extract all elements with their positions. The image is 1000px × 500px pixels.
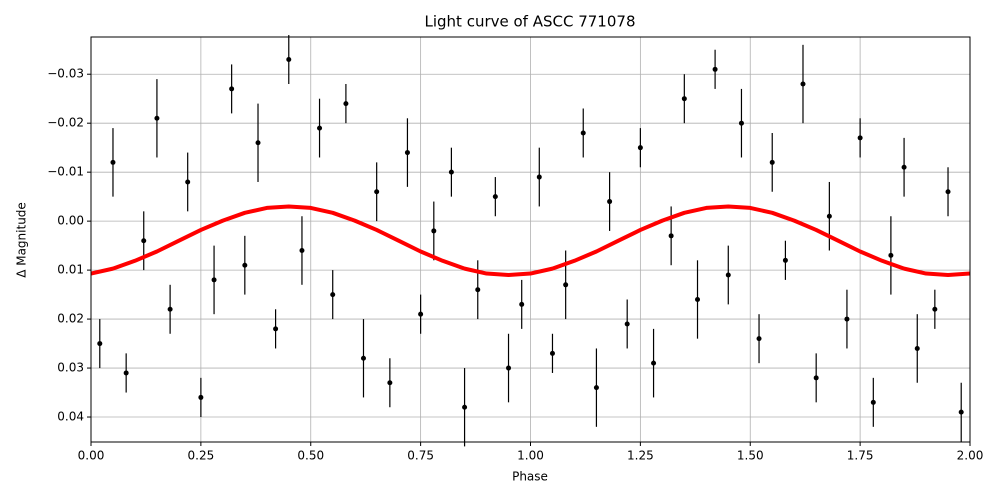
data-point [826,213,832,219]
y-tick-label: −0.01 [47,165,84,179]
binned-curve [90,204,971,278]
data-point [519,301,525,307]
data-point [448,169,454,175]
data-point [229,86,235,92]
data-point [141,238,147,244]
data-point [901,164,907,170]
data-point [242,262,248,268]
data-point [813,375,819,381]
data-point [958,409,964,415]
y-tick-label: −0.02 [47,116,84,130]
data-point [154,115,160,121]
data-point [286,57,292,63]
data-point [756,336,762,342]
x-tick-label: 1.50 [737,449,764,463]
data-point [418,311,424,317]
data-point [695,296,701,302]
data-point [549,350,555,356]
data-point [462,404,468,410]
data-point [738,120,744,126]
x-tick-label: 0.50 [297,449,324,463]
data-point [607,199,613,205]
data-point [110,159,116,165]
data-point [712,66,718,72]
grid [90,37,971,442]
data-point [800,81,806,87]
data-point [782,257,788,263]
y-tick-label: 0.03 [57,361,84,375]
data-point [844,316,850,322]
data-point [360,355,366,361]
data-point [299,248,305,254]
data-point [317,125,323,131]
y-tick-label: −0.03 [47,67,84,81]
y-tick-label: 0.00 [57,214,84,228]
data-point [343,101,349,107]
data-point [475,287,481,293]
plot-area [90,35,971,447]
data-point [255,140,261,146]
data-point [725,272,731,278]
data-point [624,321,630,327]
data-point [870,399,876,405]
data-point [681,96,687,102]
data-point [637,145,643,151]
data-point [563,282,569,288]
x-axis-label: Phase [512,470,548,484]
data-point [123,370,129,376]
data-point [330,292,336,298]
data-point [536,174,542,180]
data-point [167,306,173,312]
y-tick-label: 0.04 [57,410,84,424]
data-point [914,345,920,351]
data-point [492,194,498,200]
chart-title: Light curve of ASCC 771078 [425,13,636,31]
x-tick-label: 1.25 [627,449,654,463]
x-tick-label: 2.00 [957,449,984,463]
x-tick-label: 0.25 [188,449,215,463]
data-point [932,306,938,312]
data-point [769,159,775,165]
data-point [387,380,393,386]
data-point [580,130,586,136]
data-point [374,189,380,195]
data-point [273,326,279,332]
data-point [888,252,894,258]
x-tick-label: 1.00 [517,449,544,463]
data-point [945,189,951,195]
data-point [593,385,599,391]
data-point [97,341,103,347]
y-tick-label: 0.02 [57,312,84,326]
y-tick-label: 0.01 [57,263,84,277]
data-point [198,394,204,400]
data-point [431,228,437,234]
data-point [668,233,674,239]
data-point [185,179,191,185]
data-point [506,365,512,371]
x-tick-label: 1.75 [847,449,874,463]
data-point [651,360,657,366]
y-axis-label: Δ Magnitude [15,202,29,278]
data-point [404,150,410,156]
x-tick-label: 0.00 [78,449,105,463]
data-point [211,277,217,283]
x-tick-label: 0.75 [407,449,434,463]
data-point [857,135,863,141]
